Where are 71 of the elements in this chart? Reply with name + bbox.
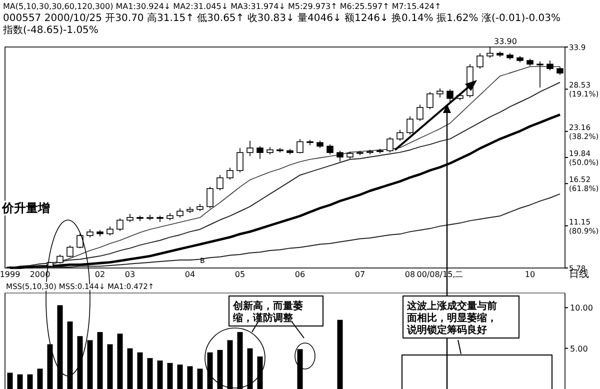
candlestick [106,226,114,236]
candlestick [296,138,304,154]
x-tick-label: 08 [404,270,416,279]
x-tick-label: 10 [524,270,536,279]
chart-subtitle: 000557 2000/10/25 开30.70 高31.15↑ 低30.65↑ 收30.83↓ 量4046↓ 额1246↓ 换0.14% 振1.62% 涨(-0.01)-0.03% 指数(-48.65)-1.05% [2,12,560,36]
bar [167,362,173,389]
candlestick [116,218,124,232]
candlestick [336,150,344,162]
bar [137,352,143,389]
x-tick-label: 05 [234,270,246,279]
bar [157,360,163,389]
candlestick [226,167,234,180]
x-tick-label: 07 [354,270,366,279]
candlestick [246,140,254,157]
candlestick [446,88,454,102]
text: 33.90 [494,37,517,46]
x-tick-label: 03 [124,270,136,279]
bar [57,305,63,389]
x-tick-label: 02 [94,270,106,279]
bar [337,320,343,389]
bar [217,350,223,389]
bar [197,368,203,389]
candlestick [416,104,424,122]
candlestick [236,148,244,173]
candlestick [176,208,184,218]
bar [47,344,53,389]
candlestick [536,60,544,88]
candlestick [76,233,84,249]
candlestick [326,144,334,155]
y-tick-label: 10.00 [570,304,593,313]
candlestick [386,136,394,153]
bar [27,374,33,389]
candlestick [156,215,164,222]
bar [147,358,153,389]
bar [117,334,123,389]
candlestick [546,60,554,71]
bar [107,344,113,389]
bar [247,348,253,389]
bar [227,340,233,389]
candlestick [216,174,224,191]
candlestick [256,146,264,160]
bar [17,374,23,389]
bar [127,348,133,389]
x-tick-label: 04 [184,270,196,279]
bar [187,366,193,389]
candlestick [306,139,314,146]
x-tick-label: 06 [294,270,306,279]
annotation: 创新高，而量萎缩，谨防调整 [232,300,303,324]
candlestick [56,254,64,264]
candlestick [396,130,404,142]
y-tick-label: 5.00 [570,344,588,354]
bar [67,321,73,389]
bar [87,340,93,389]
chart-title: MA(5,10,30,30,60,120,300) MA1:30.924↓ MA2:31.045↓ MA3:31.974↓ M5:29.973↑ M6:25.597↑ M7:15.424↑ [3,2,442,11]
candlestick [206,186,214,209]
annotation: 这波上涨成交量与前面相比，明显萎缩，说明锁定筹码良好 [406,300,497,336]
candlestick [66,245,74,258]
bar [207,352,213,389]
bar [7,372,13,389]
candlestick [436,88,444,98]
bar [237,332,243,389]
candlestick [426,92,434,110]
x-tick-label: 1999 [0,270,20,279]
candlestick [476,52,484,70]
bar [77,336,83,389]
bar [257,356,263,389]
bar [37,368,43,389]
bar [177,364,183,389]
bar [297,349,303,389]
bar [97,332,103,389]
candlestick [406,116,414,135]
